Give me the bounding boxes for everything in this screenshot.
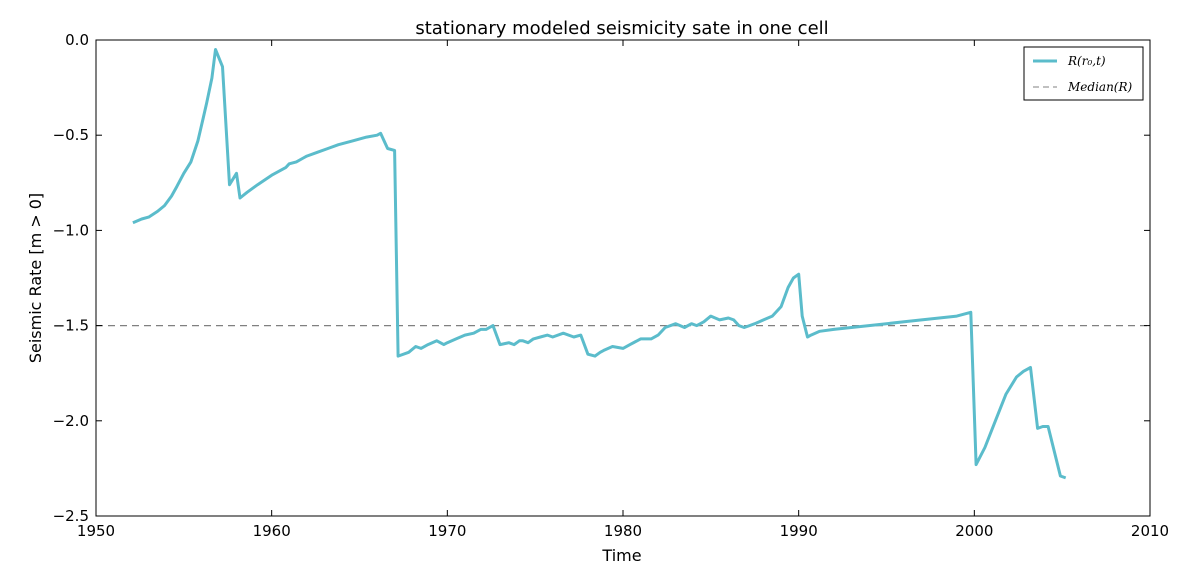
- axis-ticks: 1950 1960 1970 1980 1990 2000 2010 0.0 −0.5 −1.0 −…: [53, 31, 1170, 540]
- x-tick-label: 1970: [428, 522, 466, 540]
- y-tick-label: −1.5: [53, 317, 89, 335]
- y-tick-label: −2.0: [53, 412, 89, 430]
- plot-frame: [95, 39, 1151, 517]
- y-tick-label: 0.0: [65, 31, 89, 49]
- plot-area: [96, 48, 1150, 480]
- x-tick-label: 2000: [955, 522, 993, 540]
- chart-title: stationary modeled seismicity sate in on…: [415, 18, 828, 39]
- x-tick-label: 1950: [77, 522, 115, 540]
- legend-label-median: Median(R): [1067, 80, 1133, 94]
- y-tick-label: −0.5: [53, 126, 89, 144]
- x-tick-label: 1980: [604, 522, 642, 540]
- x-tick-label: 1990: [780, 522, 818, 540]
- x-axis-label: Time: [601, 546, 641, 565]
- x-tick-label: 2010: [1131, 522, 1169, 540]
- y-tick-label: −2.5: [53, 507, 89, 525]
- series-line-r: [132, 48, 1067, 480]
- legend: R(r₀,t) Median(R): [1023, 46, 1144, 101]
- y-axis-label: Seismic Rate [m > 0]: [26, 193, 45, 363]
- y-tick-label: −1.0: [53, 221, 89, 239]
- legend-label-r: R(r₀,t): [1067, 54, 1106, 68]
- x-tick-label: 1960: [253, 522, 291, 540]
- legend-box: [1023, 46, 1144, 101]
